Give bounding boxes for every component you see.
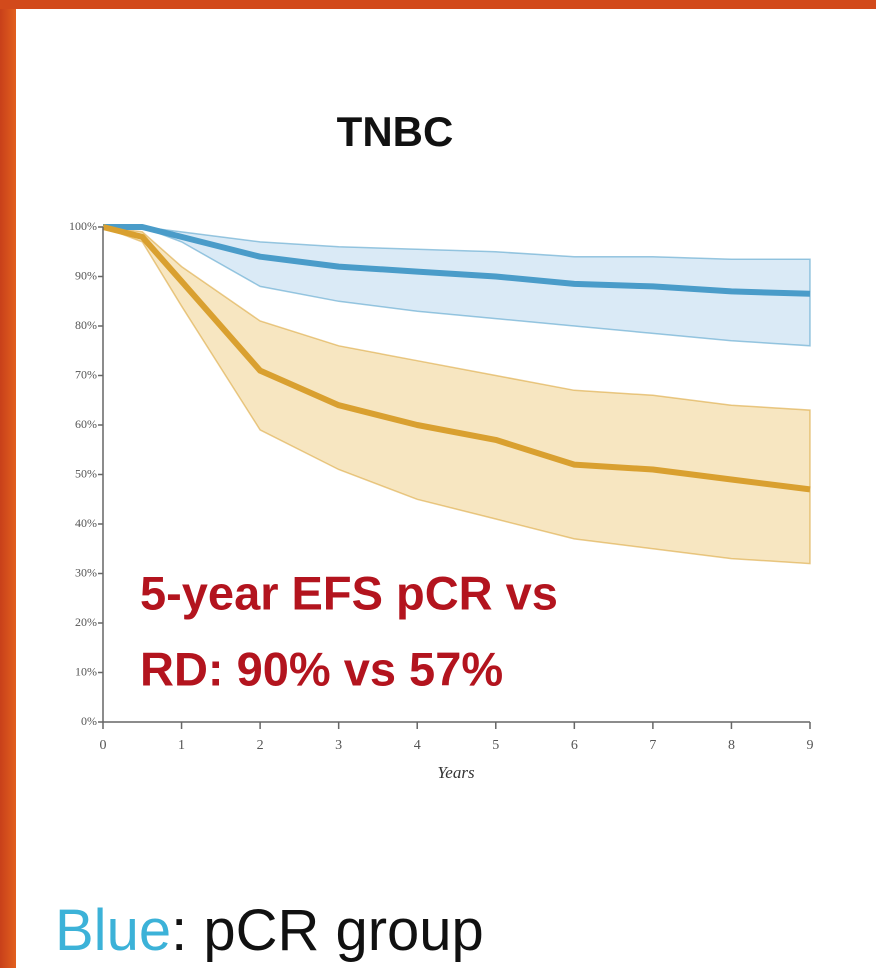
x-axis-label: Years: [437, 763, 475, 782]
y-tick-label: 40%: [75, 516, 97, 530]
y-tick-label: 90%: [75, 268, 97, 282]
y-tick-label: 20%: [75, 615, 97, 629]
y-tick-label: 30%: [75, 565, 97, 579]
x-tick-label: 2: [257, 738, 264, 753]
x-tick-label: 3: [335, 738, 342, 753]
series-line: [102, 224, 811, 493]
caption-highlight: Blue: [55, 898, 171, 963]
caption: Blue: pCR group: [55, 898, 484, 963]
x-tick-label: 0: [100, 738, 107, 753]
x-tick-label: 9: [807, 738, 814, 753]
x-tick-label: 6: [571, 738, 578, 753]
slide-border: [0, 0, 876, 9]
x-tick-label: 4: [414, 738, 421, 753]
x-tick-label: 8: [728, 738, 735, 753]
x-tick-label: 5: [492, 738, 499, 753]
slide-border: [0, 0, 16, 968]
caption-text: : pCR group: [171, 898, 484, 963]
x-tick-label: 1: [178, 738, 185, 753]
series-line: [103, 224, 811, 297]
y-tick-label: 70%: [75, 367, 97, 381]
y-tick-label: 50%: [75, 466, 97, 480]
y-tick-label: 60%: [75, 417, 97, 431]
y-tick-label: 100%: [69, 219, 97, 233]
y-tick-label: 80%: [75, 318, 97, 332]
y-tick-label: 0%: [81, 714, 97, 728]
annotation: RD: 90% vs 57%: [140, 642, 503, 695]
chart-title: TNBC: [337, 108, 454, 155]
y-tick-label: 10%: [75, 664, 97, 678]
annotation: 5-year EFS pCR vs: [140, 566, 558, 619]
x-tick-label: 7: [649, 738, 656, 753]
